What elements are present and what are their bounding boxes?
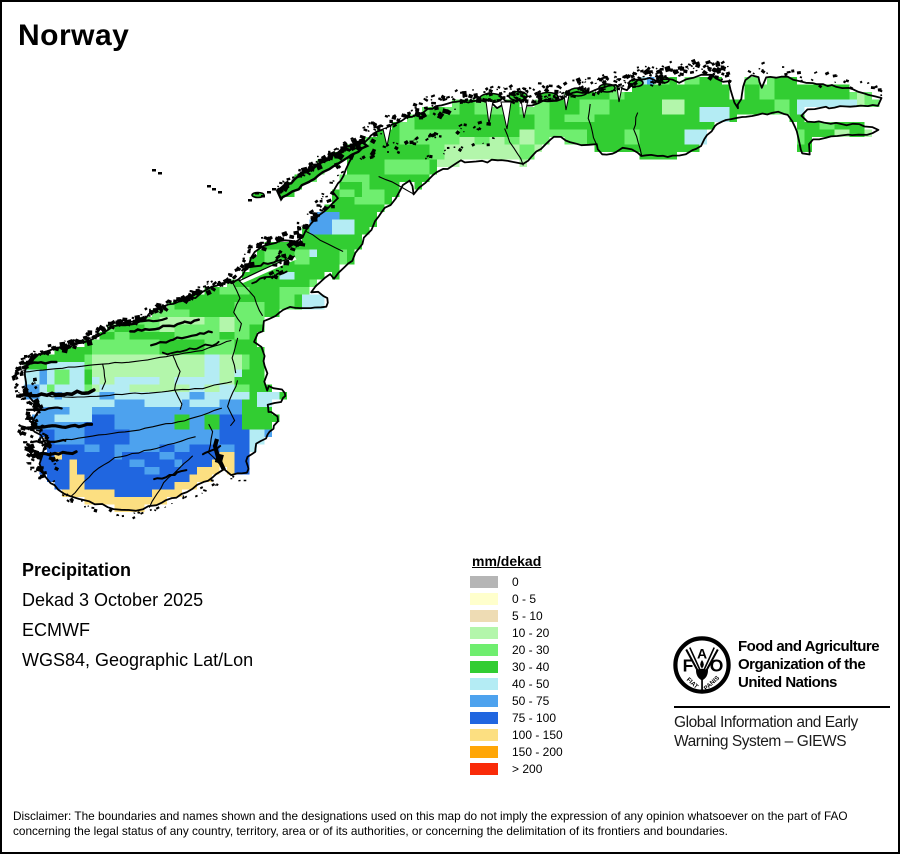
svg-text:O: O — [710, 656, 724, 676]
svg-text:F: F — [683, 656, 694, 676]
svg-text:A: A — [697, 646, 707, 662]
